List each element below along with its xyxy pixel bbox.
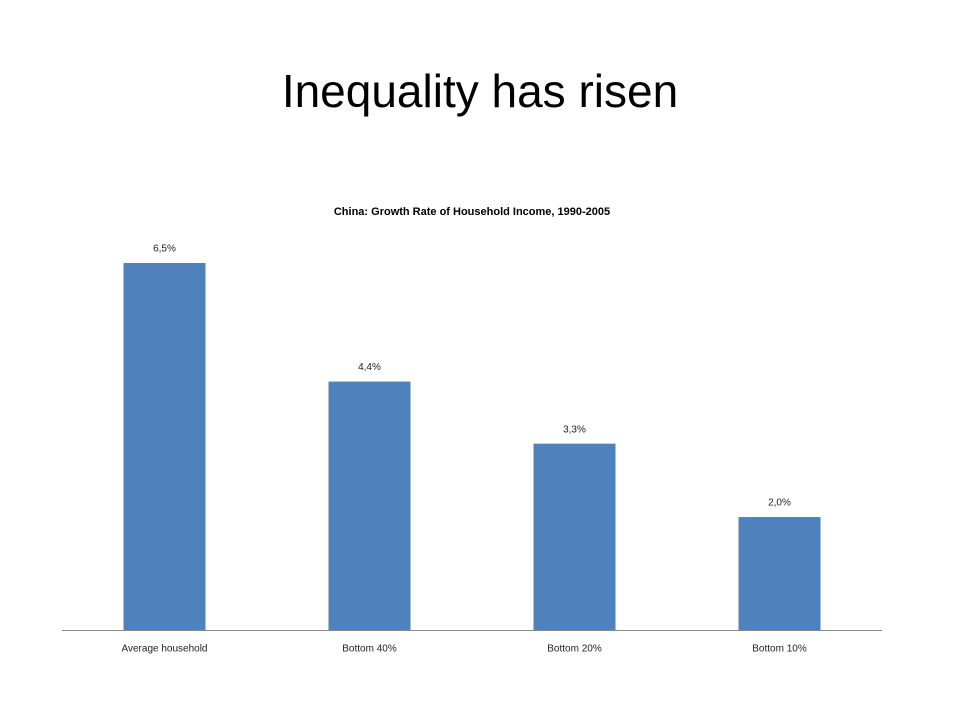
x-tick-label: Bottom 40% (342, 644, 397, 655)
chart-title: China: Growth Rate of Household Income, … (334, 206, 610, 218)
data-label: 2,0% (768, 498, 791, 509)
bar (123, 263, 206, 630)
bar (533, 443, 616, 630)
slide-title: Inequality has risen (282, 65, 678, 117)
bar (328, 381, 411, 630)
data-label: 3,3% (563, 424, 586, 435)
x-tick-label: Bottom 20% (547, 644, 602, 655)
data-label: 4,4% (358, 362, 381, 373)
data-label: 6,5% (153, 244, 176, 255)
bar (738, 517, 821, 630)
x-tick-label: Average household (122, 644, 208, 655)
x-tick-label: Bottom 10% (752, 644, 807, 655)
